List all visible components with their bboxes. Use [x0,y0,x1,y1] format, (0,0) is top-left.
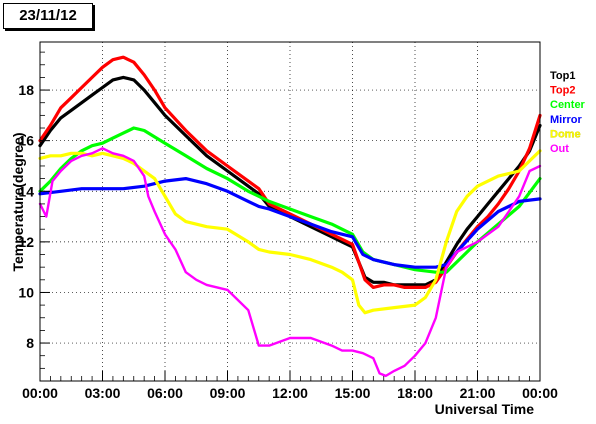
y-tick-label: 12 [18,234,34,250]
grid-lines [40,42,540,381]
series-line-center [38,126,542,274]
x-tick-label: 06:00 [147,385,183,401]
series-line-dome [38,149,542,315]
legend-entry-mirror: Mirror [550,114,583,126]
series-line-out [38,147,542,378]
y-tick-label: 18 [18,82,34,98]
x-tick-label: 18:00 [397,385,433,401]
series-lines [38,55,542,378]
x-tick-label: 21:00 [460,385,496,401]
x-tick-label: 00:00 [22,385,58,401]
x-tick-label: 00:00 [522,385,558,401]
legend-entry-top1: Top1 [550,70,575,82]
x-tick-label: 09:00 [210,385,246,401]
legend-entry-dome: Dome [550,128,581,140]
legend-entry-top2: Top2 [550,85,575,97]
x-tick-label: 15:00 [335,385,371,401]
x-axis-title: Universal Time [435,401,535,417]
legend-entry-center: Center [550,99,586,111]
axis-ticks: 8 10 12 14 16 18 00:00 03:00 06:00 09:00 12:00 15:0… [18,51,558,401]
y-tick-label: 16 [18,133,34,149]
chart-title: 23/11/12 [3,3,93,29]
legend-entry-out: Out [550,143,569,155]
y-tick-label: 10 [18,284,34,300]
y-axis-title: Temperature(degree) [10,132,26,271]
legend: Top1 Top2 Center Mirror Dome Out [550,70,586,155]
x-tick-label: 03:00 [85,385,121,401]
series-line-top1 [38,75,542,287]
x-tick-label: 12:00 [272,385,308,401]
y-tick-label: 14 [18,183,34,199]
y-tick-label: 8 [26,335,34,351]
